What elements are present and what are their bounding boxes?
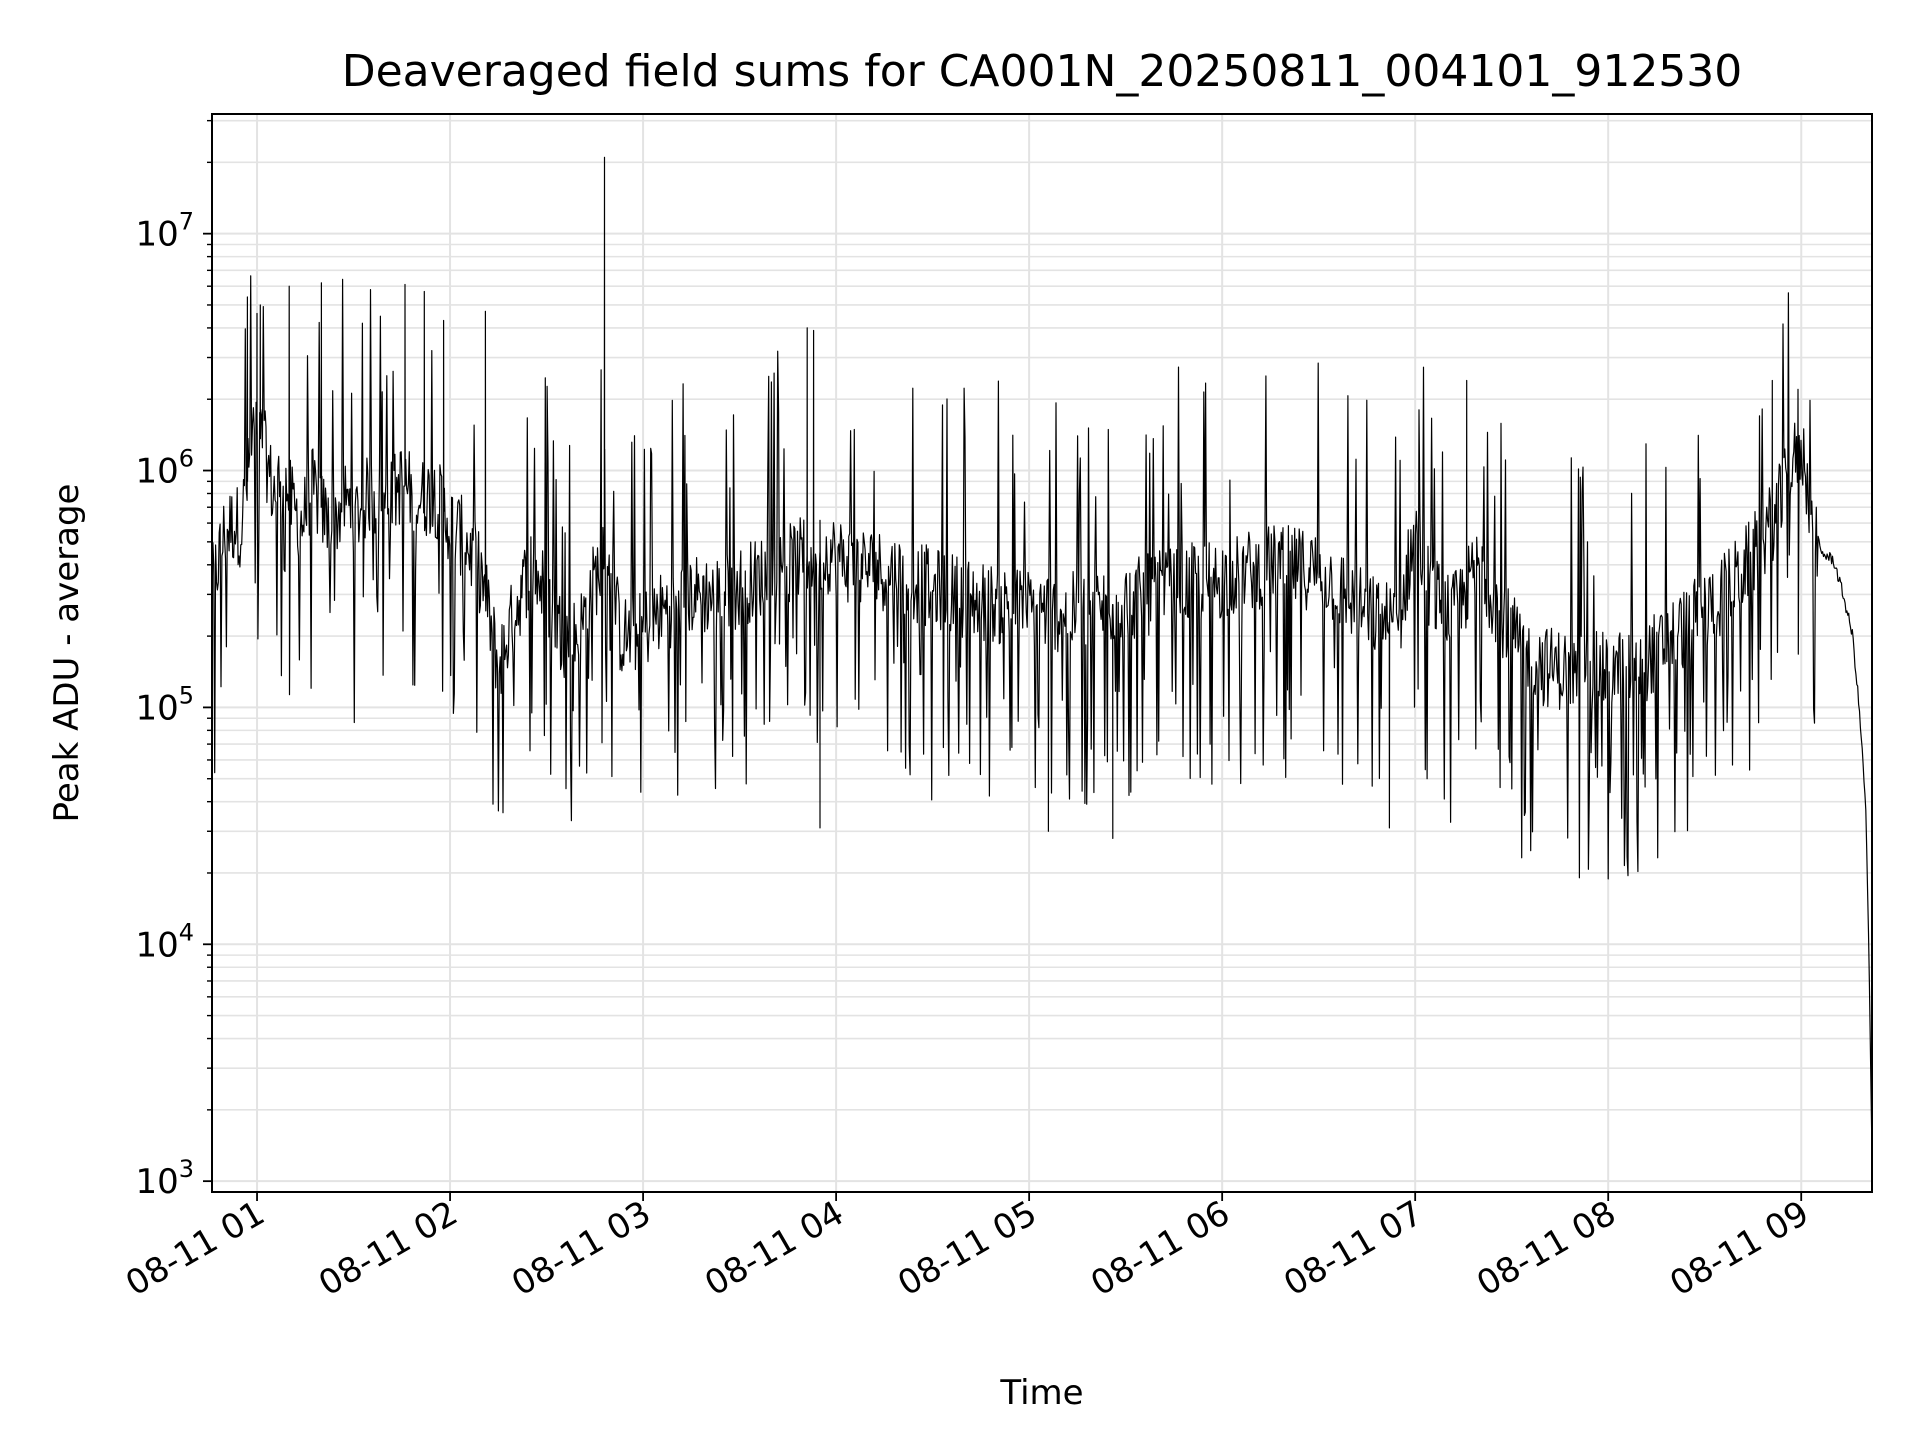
x-axis-label: Time	[999, 1373, 1083, 1413]
y-tick-label: 107	[135, 208, 194, 255]
chart-title: Deaveraged field sums for CA001N_2025081…	[342, 46, 1743, 97]
grid-major	[212, 114, 1872, 1192]
y-axis: 103 104 105 106 107	[135, 119, 212, 1202]
y-tick-label: 106	[135, 445, 194, 492]
y-tick-label: 103	[135, 1155, 194, 1202]
y-tick-label: 104	[135, 918, 194, 965]
series-line	[211, 156, 1873, 1155]
plot-area-frame	[211, 113, 1873, 1193]
y-axis-label: Peak ADU - average	[47, 484, 87, 823]
series-layer	[211, 156, 1873, 1155]
y-tick-label: 105	[135, 681, 194, 728]
